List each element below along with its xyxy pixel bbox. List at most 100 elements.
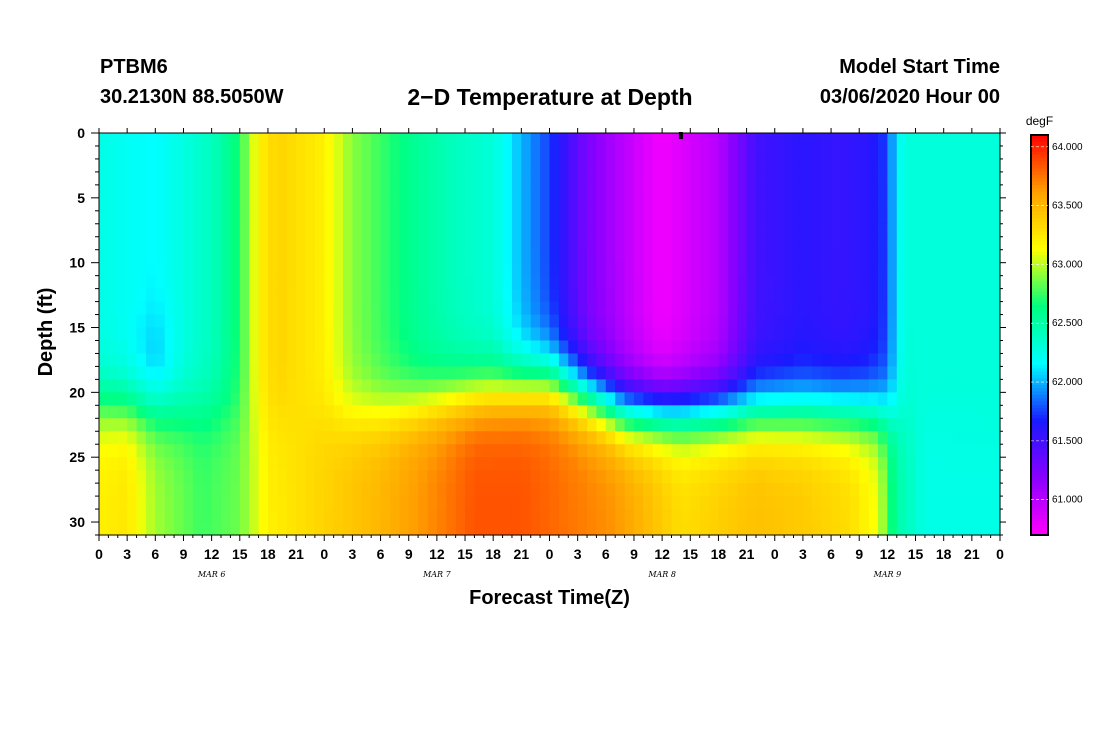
heatmap-cell [511,210,522,225]
heatmap-cell [427,353,438,368]
heatmap-cell [802,379,813,393]
x-tick-label: 9 [630,546,638,562]
heatmap-cell [887,470,898,484]
heatmap-cell [680,483,691,497]
heatmap-cell [924,288,935,303]
heatmap-cell [915,522,926,536]
heatmap-cell [643,405,654,419]
heatmap-cell [408,496,419,510]
heatmap-cell [296,236,307,251]
heatmap-cell [840,145,851,160]
heatmap-cell [877,444,888,458]
heatmap-cell [164,522,175,536]
heatmap-cell [690,340,701,355]
heatmap-cell [737,210,748,225]
heatmap-cell [483,223,494,238]
heatmap-cell [286,288,297,303]
heatmap-cell [174,197,185,212]
heatmap-cell [192,171,203,186]
heatmap-cell [549,223,560,238]
heatmap-cell [333,301,344,316]
heatmap-cell [840,133,851,147]
heatmap-cell [136,158,147,173]
heatmap-cell [962,366,973,380]
heatmap-cell [605,392,616,406]
heatmap-cell [699,392,710,406]
heatmap-cell [267,522,278,536]
heatmap-cell [821,184,832,199]
heatmap-cell [849,223,860,238]
heatmap-cell [352,366,363,380]
heatmap-cell [652,133,663,147]
heatmap-cell [887,340,898,355]
heatmap-cell [568,314,579,329]
heatmap-cell [314,379,325,393]
heatmap-cell [117,223,128,238]
heatmap-cell [718,509,729,523]
heatmap-cell [183,288,194,303]
colorbar-segment [1031,485,1048,489]
heatmap-cell [680,444,691,458]
heatmap-cell [155,223,166,238]
heatmap-cell [896,236,907,251]
heatmap-cell [502,236,513,251]
heatmap-cell [258,275,269,290]
heatmap-cell [352,444,363,458]
heatmap-cell [727,431,738,445]
heatmap-cell [568,197,579,212]
heatmap-cell [690,522,701,536]
heatmap-cell [953,171,964,186]
heatmap-cell [192,197,203,212]
heatmap-cell [155,483,166,497]
heatmap-cell [887,483,898,497]
heatmap-cell [953,405,964,419]
heatmap-cell [540,340,551,355]
heatmap-cell [427,431,438,445]
heatmap-cell [718,314,729,329]
heatmap-cell [296,457,307,471]
heatmap-cell [906,301,917,316]
heatmap-cell [221,366,231,380]
heatmap-cell [239,275,250,290]
heatmap-cell [774,314,785,329]
x-tick-label: 15 [232,546,248,562]
heatmap-cell [774,145,785,160]
heatmap-cell [202,496,213,510]
heatmap-cell [164,158,175,173]
heatmap-cell [183,509,194,523]
heatmap-cell [511,236,522,251]
heatmap-cell [183,431,194,445]
heatmap-cell [314,184,325,199]
heatmap-cell [971,314,982,329]
heatmap-cell [164,133,175,147]
heatmap-cell [258,392,269,406]
heatmap-cell [202,327,213,342]
heatmap-cell [821,457,832,471]
heatmap-cell [155,262,166,277]
heatmap-cell [737,184,748,199]
heatmap-cell [605,133,616,147]
heatmap-cell [840,236,851,251]
heatmap-cell [840,223,851,238]
x-tick-label: 0 [546,546,554,562]
heatmap-cell [877,301,888,316]
heatmap-cell [521,133,532,147]
heatmap-cell [174,171,185,186]
heatmap-cell [849,431,860,445]
heatmap-cell [784,353,795,368]
heatmap-cell [596,444,607,458]
heatmap-cell [399,249,410,264]
heatmap-cell [662,379,673,393]
heatmap-cell [831,379,842,393]
heatmap-cell [511,145,522,160]
heatmap-cell [436,431,447,445]
heatmap-cell [361,249,372,264]
heatmap-cell [230,275,241,290]
heatmap-cell [924,470,935,484]
heatmap-cell [755,249,766,264]
colorbar-segment [1031,468,1048,473]
heatmap-cell [877,184,888,199]
heatmap-cell [868,249,879,264]
heatmap-cell [333,431,344,445]
heatmap-cell [577,366,588,380]
